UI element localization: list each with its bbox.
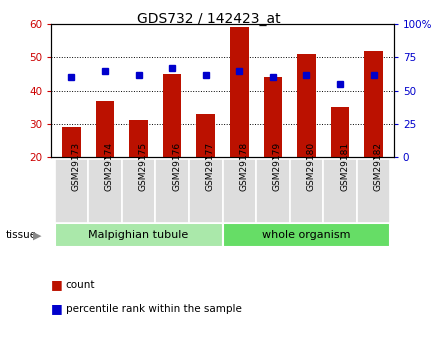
FancyBboxPatch shape <box>357 159 390 223</box>
Text: ■: ■ <box>51 278 63 291</box>
Bar <box>196 114 215 157</box>
FancyBboxPatch shape <box>122 159 155 223</box>
Text: GDS732 / 142423_at: GDS732 / 142423_at <box>138 12 281 26</box>
FancyBboxPatch shape <box>290 159 323 223</box>
Bar <box>297 54 316 157</box>
Text: GSM29176: GSM29176 <box>172 142 181 191</box>
Bar <box>263 77 282 157</box>
Text: GSM29182: GSM29182 <box>374 142 383 191</box>
Bar <box>129 120 148 157</box>
Text: GSM29174: GSM29174 <box>105 142 114 191</box>
Text: GSM29178: GSM29178 <box>239 142 248 191</box>
Bar <box>163 74 182 157</box>
FancyBboxPatch shape <box>88 159 122 223</box>
FancyBboxPatch shape <box>256 159 290 223</box>
Text: count: count <box>66 280 95 289</box>
Text: percentile rank within the sample: percentile rank within the sample <box>66 304 242 314</box>
Text: tissue: tissue <box>6 230 37 240</box>
Text: GSM29181: GSM29181 <box>340 142 349 191</box>
Bar <box>96 100 114 157</box>
FancyBboxPatch shape <box>222 223 390 247</box>
FancyBboxPatch shape <box>222 159 256 223</box>
Text: whole organism: whole organism <box>262 230 351 239</box>
FancyBboxPatch shape <box>55 159 88 223</box>
Bar <box>331 107 349 157</box>
Bar <box>364 51 383 157</box>
Bar <box>230 28 249 157</box>
FancyBboxPatch shape <box>155 159 189 223</box>
Bar <box>62 127 81 157</box>
Text: ▶: ▶ <box>32 230 41 240</box>
FancyBboxPatch shape <box>323 159 357 223</box>
Text: GSM29180: GSM29180 <box>307 142 316 191</box>
FancyBboxPatch shape <box>55 223 222 247</box>
Text: Malpighian tubule: Malpighian tubule <box>89 230 189 239</box>
Text: GSM29173: GSM29173 <box>71 142 81 191</box>
Text: GSM29175: GSM29175 <box>138 142 147 191</box>
Text: ■: ■ <box>51 302 63 315</box>
Text: GSM29179: GSM29179 <box>273 142 282 191</box>
FancyBboxPatch shape <box>189 159 222 223</box>
Text: GSM29177: GSM29177 <box>206 142 214 191</box>
